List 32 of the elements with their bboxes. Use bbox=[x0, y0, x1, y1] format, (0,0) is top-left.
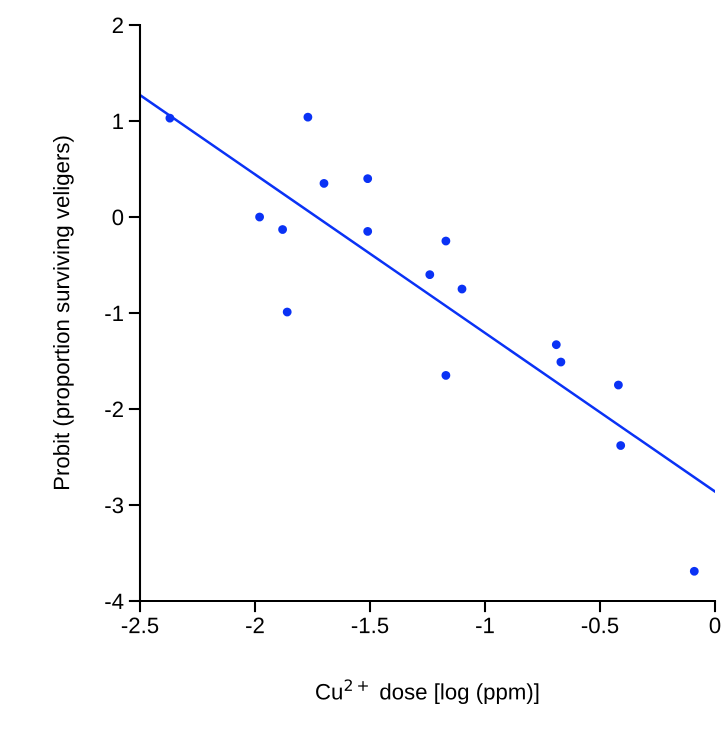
point bbox=[458, 284, 466, 294]
point bbox=[614, 380, 623, 390]
y-tick-label: 2 bbox=[112, 18, 123, 34]
point bbox=[282, 308, 292, 316]
point bbox=[363, 227, 372, 236]
x-tick-label: 0 bbox=[710, 618, 720, 634]
point bbox=[255, 212, 264, 222]
point bbox=[363, 174, 372, 183]
point bbox=[442, 236, 450, 246]
y-axis-title: Probit (proportion surviving veligers) bbox=[53, 136, 74, 490]
y-tick-label: -3 bbox=[105, 498, 124, 514]
y-tick-label: -2 bbox=[105, 402, 123, 418]
point bbox=[425, 270, 434, 279]
point bbox=[442, 371, 450, 380]
x-tick-label: -1 bbox=[476, 618, 494, 634]
x-tick-label: -2.5 bbox=[122, 618, 158, 634]
point bbox=[552, 340, 561, 350]
x-tick-label: -0.5 bbox=[582, 618, 618, 634]
y-tick-label: 0 bbox=[112, 210, 124, 226]
y-tick-label: -1 bbox=[105, 306, 123, 322]
point bbox=[304, 112, 312, 122]
x-axis-title: Cu$^{2+}$ dose [log (ppm)] bbox=[316, 679, 538, 704]
y-tick-label: -4 bbox=[105, 594, 124, 610]
point bbox=[616, 441, 626, 450]
point bbox=[690, 566, 699, 576]
point bbox=[320, 179, 328, 188]
y-tick-label: 1 bbox=[113, 114, 123, 130]
point bbox=[556, 358, 566, 366]
point bbox=[166, 114, 174, 123]
point bbox=[278, 225, 287, 234]
x-tick-label: -1.5 bbox=[352, 618, 388, 634]
x-tick-label: -2 bbox=[246, 618, 264, 634]
